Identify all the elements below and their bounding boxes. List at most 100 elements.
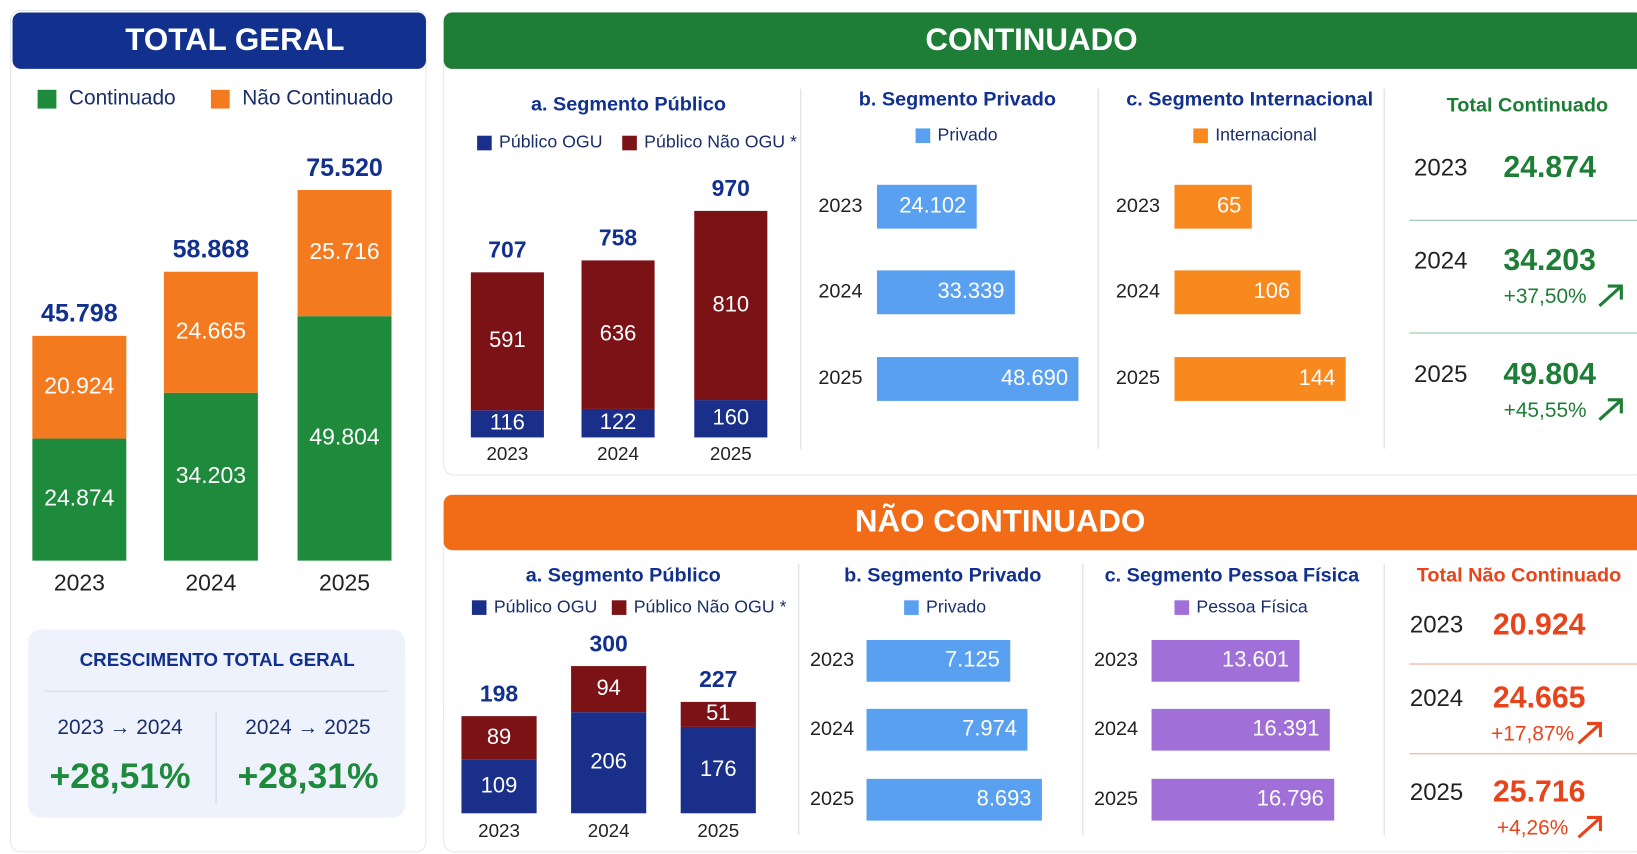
value-label: 144: [1299, 365, 1336, 390]
bar-segment: [470, 272, 544, 411]
x-tick-label: 2023: [54, 570, 105, 596]
totals-value: 34.203: [1503, 244, 1596, 277]
value-label: 65: [1217, 193, 1241, 218]
y-tick-label: 2024: [810, 718, 854, 740]
bar: [1151, 778, 1335, 821]
legend-swatch: [904, 600, 919, 615]
totals-value: 49.804: [1503, 358, 1596, 391]
value-label: 34.203: [176, 462, 246, 488]
legend-label: Privado: [926, 596, 986, 616]
bar-segment: [32, 335, 127, 439]
bar-segment: [581, 260, 655, 409]
value-label: 24.102: [899, 193, 966, 218]
dividers: [797, 88, 1386, 836]
bar: [1174, 270, 1301, 315]
totals-year: 2024: [1414, 247, 1467, 274]
value-label: 109: [481, 772, 518, 797]
value-label: 51: [706, 700, 730, 725]
value-label: 7.974: [962, 716, 1017, 741]
totals-growth: +4,26%: [1497, 816, 1568, 839]
totals-year: 2023: [1410, 612, 1463, 639]
growth-value: +28,51%: [50, 756, 191, 796]
legend-label: Continuado: [69, 87, 176, 110]
bar-segment: [163, 392, 258, 561]
header: TOTAL GERAL: [125, 22, 344, 57]
value-label: 116: [490, 410, 525, 435]
chart-title: c. Segmento Pessoa Física: [1105, 565, 1361, 587]
y-tick-label: 2025: [1116, 367, 1160, 389]
bar: [876, 357, 1079, 401]
y-tick-label: 2025: [810, 788, 854, 810]
value-label: 176: [700, 756, 737, 781]
legend-swatch: [477, 135, 492, 151]
bar-segment: [571, 712, 647, 814]
legend-swatch: [37, 89, 57, 109]
legend-label: Privado: [938, 124, 998, 144]
bar-segment: [297, 190, 392, 317]
x-tick-label: 2025: [319, 570, 370, 596]
totals-growth: +37,50%: [1504, 285, 1587, 308]
x-tick-label: 2025: [710, 443, 752, 464]
bar: [876, 184, 977, 229]
total-label: 227: [699, 666, 737, 692]
legend-label: Internacional: [1215, 124, 1317, 144]
value-label: 94: [596, 675, 620, 700]
bar: [1174, 184, 1252, 229]
totals-value: 24.874: [1503, 151, 1596, 184]
legend-label: Pessoa Física: [1196, 596, 1308, 616]
total-label: 300: [590, 630, 628, 656]
bar: [866, 639, 1011, 682]
growth-arrow: [1598, 398, 1623, 421]
x-tick-label: 2023: [486, 443, 528, 464]
totals-year: 2024: [1410, 685, 1463, 712]
legend-swatch: [1174, 600, 1190, 615]
chart-title: b. Segmento Privado: [844, 565, 1041, 587]
x-tick-label: 2024: [588, 820, 630, 841]
y-tick-label: 2024: [1094, 718, 1138, 740]
growth-period: 2024 → 2025: [245, 716, 370, 739]
bar: [1174, 357, 1346, 401]
y-tick-label: 2025: [1094, 788, 1138, 810]
header: CONTINUADO: [925, 22, 1137, 57]
legend-label: Público OGU: [494, 596, 597, 616]
legend-swatch: [611, 600, 627, 615]
bar-segment: [461, 716, 537, 760]
totals-value: 20.924: [1493, 608, 1586, 641]
bar-segment: [680, 726, 756, 814]
value-label: 49.804: [309, 423, 379, 449]
legend-swatch: [622, 135, 637, 151]
value-label: 48.690: [1001, 365, 1068, 390]
value-label: 13.601: [1222, 647, 1289, 672]
value-label: 33.339: [937, 278, 1004, 303]
totals-year: 2025: [1414, 361, 1467, 388]
x-tick-label: 2024: [185, 570, 236, 596]
growth-title: CRESCIMENTO TOTAL GERAL: [80, 649, 355, 670]
bar-segment: [581, 408, 655, 438]
bar-segment: [470, 410, 544, 438]
legend-label: Público Não OGU *: [644, 132, 797, 152]
legend-label: Público OGU: [499, 132, 602, 152]
header-bg: [12, 12, 426, 69]
growth-arrow: [1598, 284, 1623, 308]
y-tick-label: 2023: [1116, 195, 1160, 217]
y-tick-label: 2025: [818, 367, 862, 389]
growth-period: 2023 → 2024: [57, 716, 182, 739]
value-label: 206: [590, 749, 627, 774]
y-tick-label: 2023: [818, 195, 862, 217]
total-label: 198: [480, 680, 519, 706]
totals-year: 2025: [1410, 779, 1463, 806]
value-label: 20.924: [44, 372, 114, 398]
totals-value: 24.665: [1493, 681, 1586, 714]
x-tick-label: 2023: [478, 820, 520, 841]
y-tick-label: 2024: [1116, 281, 1160, 303]
bar: [876, 270, 1015, 315]
value-label: 24.874: [44, 485, 114, 511]
header-bg: [443, 12, 1637, 69]
header: NÃO CONTINUADO: [855, 503, 1145, 538]
legend-swatch: [1193, 128, 1208, 144]
bar: [866, 708, 1028, 751]
chart-title: c. Segmento Internacional: [1126, 88, 1373, 110]
value-label: 7.125: [945, 647, 1000, 672]
bar-segment: [694, 400, 768, 438]
